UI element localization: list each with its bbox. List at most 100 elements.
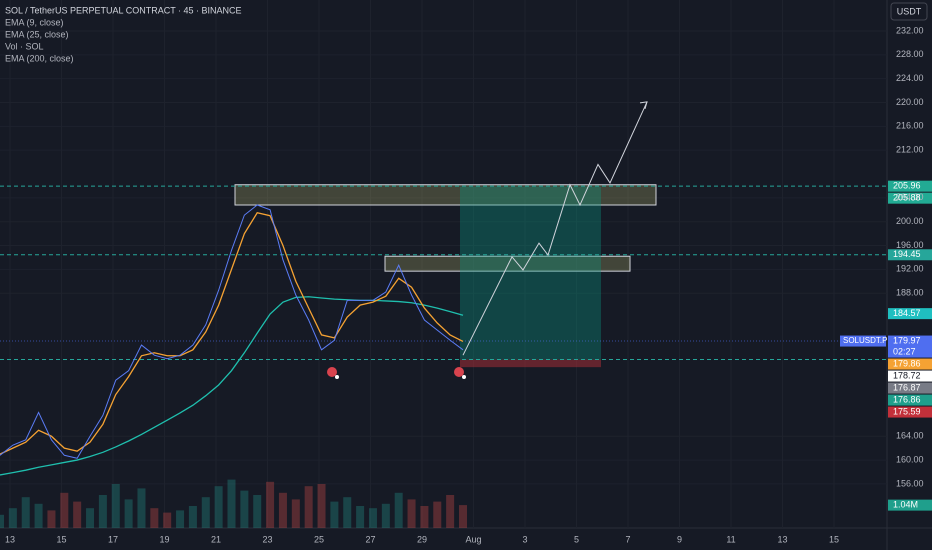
position-target <box>460 186 601 360</box>
zone <box>384 255 631 272</box>
volume-bar <box>304 486 313 528</box>
price-label: 179.97 <box>893 335 921 345</box>
x-tick-label: 19 <box>159 534 169 544</box>
price-label: 205.96 <box>893 181 921 191</box>
volume-bar <box>47 510 56 528</box>
volume-bar <box>98 495 107 528</box>
countdown: 02:27 <box>893 346 916 356</box>
x-tick-label: 13 <box>777 534 787 544</box>
volume-bar <box>163 512 172 528</box>
volume-bar <box>330 501 339 528</box>
price-label-box <box>888 335 932 358</box>
y-tick-label: 204.00 <box>896 192 924 202</box>
x-tick-label: 3 <box>522 534 527 544</box>
x-tick-label: Aug <box>465 534 481 544</box>
price-label: 178.72 <box>893 370 921 380</box>
y-tick-label: 220.00 <box>896 97 924 107</box>
y-tick-label: 228.00 <box>896 49 924 59</box>
volume-label: 1.04M <box>893 499 918 509</box>
symbol-tag-label: SOLUSDT.P <box>843 336 887 345</box>
volume-bar <box>60 492 69 528</box>
series-line <box>0 296 464 476</box>
volume-bar <box>0 514 4 528</box>
y-tick-label: 212.00 <box>896 145 924 155</box>
price-label: 205.88 <box>893 193 921 203</box>
x-tick-label: 21 <box>211 534 221 544</box>
volume-bar <box>317 484 326 528</box>
price-label: 176.87 <box>893 382 921 392</box>
x-tick-label: 23 <box>262 534 272 544</box>
x-tick-label: 13 <box>5 534 15 544</box>
chart-title: SOL / TetherUS PERPETUAL CONTRACT · 45 ·… <box>5 5 242 15</box>
volume-bar <box>188 506 197 528</box>
price-label-box <box>888 406 932 418</box>
volume-bar <box>394 492 403 528</box>
y-tick-label: 232.00 <box>896 25 924 35</box>
volume-bar <box>227 479 236 528</box>
x-tick-label: 9 <box>677 534 682 544</box>
price-label-box <box>888 192 932 204</box>
currency-button[interactable] <box>890 2 928 21</box>
price-label-box <box>888 249 932 261</box>
price-label-box <box>888 394 932 406</box>
x-tick-label: 25 <box>314 534 324 544</box>
x-tick-label: 11 <box>726 534 735 544</box>
y-tick-label: 192.00 <box>896 264 924 274</box>
price-label: 179.86 <box>893 358 921 368</box>
volume-bar <box>86 508 95 528</box>
marker-icon <box>327 367 339 379</box>
series-line <box>0 204 464 459</box>
volume-bar <box>420 506 429 528</box>
price-label-box <box>888 382 932 394</box>
price-label: 184.57 <box>893 308 921 318</box>
projection-path <box>462 101 648 356</box>
symbol-tag <box>840 335 886 347</box>
volume-bar <box>176 510 185 528</box>
volume-bar <box>368 508 377 528</box>
volume-bar <box>343 497 352 528</box>
volume-bar <box>381 503 390 528</box>
volume-bar <box>150 508 159 528</box>
volume-bar <box>124 499 133 528</box>
currency-button-label[interactable]: USDT <box>897 6 922 16</box>
x-tick-label: 15 <box>56 534 66 544</box>
y-tick-label: 196.00 <box>896 240 924 250</box>
price-label-box <box>888 370 932 382</box>
plot <box>0 101 932 528</box>
volume-label-box <box>888 499 932 511</box>
x-tick-label: 7 <box>625 534 630 544</box>
y-tick-label: 224.00 <box>896 73 924 83</box>
legend-entry: Vol · SOL <box>5 41 44 51</box>
price-label: 194.45 <box>893 249 921 259</box>
x-tick-label: 15 <box>829 534 839 544</box>
volume-bar <box>73 501 82 528</box>
volume-bar <box>291 499 300 528</box>
arrow-head <box>639 101 648 110</box>
y-tick-label: 216.00 <box>896 121 924 131</box>
price-label-box <box>888 308 932 320</box>
y-tick-label: 200.00 <box>896 216 924 226</box>
zone <box>234 184 657 206</box>
volume-bar <box>253 495 262 528</box>
position-stop <box>460 359 601 368</box>
volume-bar <box>266 481 275 528</box>
price-label: 175.59 <box>893 406 921 416</box>
volume-bar <box>111 484 120 528</box>
volume-bar <box>459 505 467 528</box>
legend-entry: EMA (25, close) <box>5 29 69 39</box>
y-tick-label: 164.00 <box>896 431 924 441</box>
y-tick-label: 188.00 <box>896 288 924 298</box>
legend-entry: EMA (200, close) <box>5 53 74 63</box>
volume-bar <box>356 506 365 528</box>
series-line <box>0 212 464 455</box>
y-tick-label: 160.00 <box>896 454 924 464</box>
volume-bar <box>137 488 146 528</box>
volume-bar <box>407 499 416 528</box>
price-label-box <box>888 358 932 370</box>
volume-bar <box>8 508 17 528</box>
legend-entry: EMA (9, close) <box>5 17 64 27</box>
x-tick-label: 27 <box>365 534 375 544</box>
volume-bar <box>240 490 249 528</box>
x-tick-label: 5 <box>574 534 579 544</box>
